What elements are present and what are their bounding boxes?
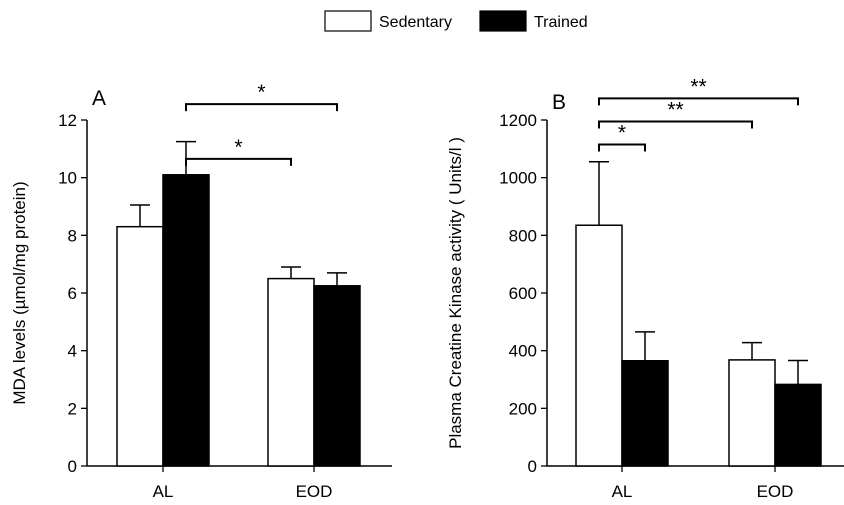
y-tick-label: 200: [509, 399, 537, 418]
significance-bracket: [185, 103, 338, 112]
bar-a-eod-trained: [313, 285, 361, 467]
panel-label-b: B: [552, 91, 566, 114]
bar-b-al-sedentary: [575, 224, 623, 467]
y-tick-label: 8: [68, 226, 77, 245]
chart-panel-b: B 0 200 400 600 800 1000 1200 Plasma Creatine K…: [446, 75, 844, 501]
x-category-label: EOD: [757, 482, 794, 501]
legend: Sedentary Trained: [324, 10, 588, 32]
significance-label: *: [234, 136, 242, 159]
y-tick-label: 12: [58, 111, 77, 130]
significance-bracket: [598, 120, 753, 129]
significance-bracket: [185, 157, 292, 166]
y-tick-label: 6: [68, 284, 77, 303]
y-tick-label: 0: [528, 457, 537, 476]
y-tick-label: 1000: [499, 169, 537, 188]
significance-label: **: [690, 75, 706, 98]
significance-label: *: [257, 81, 265, 104]
legend-label-sedentary: Sedentary: [379, 14, 452, 31]
bar-a-al-sedentary: [116, 225, 164, 467]
y-tick-label: 4: [68, 342, 77, 361]
bar-b-eod-trained: [774, 383, 822, 467]
y-tick-label: 10: [58, 169, 77, 188]
legend-swatch-sedentary: [324, 10, 372, 32]
x-category-label: AL: [153, 482, 174, 501]
bar-b-al-trained: [621, 360, 669, 467]
x-category-label: AL: [612, 482, 633, 501]
y-tick-label: 1200: [499, 111, 537, 130]
y-axis-title: MDA levels (µmol/mg protein): [10, 181, 29, 404]
y-tick-label: 800: [509, 226, 537, 245]
y-tick-label: 0: [68, 457, 77, 476]
y-tick-label: 400: [509, 342, 537, 361]
bar-a-eod-sedentary: [267, 277, 315, 467]
significance-label: **: [667, 98, 683, 121]
legend-swatch-trained: [479, 10, 527, 32]
chart-panel-a: A 0 2 4 6 8 10 12 MDA levels (µmol/mg protein) A…: [10, 81, 392, 501]
panel-label-a: A: [92, 87, 106, 110]
y-tick-label: 600: [509, 284, 537, 303]
significance-bracket: [598, 143, 646, 152]
legend-label-trained: Trained: [534, 14, 588, 31]
bar-b-eod-sedentary: [728, 359, 776, 467]
x-category-label: EOD: [296, 482, 333, 501]
significance-label: *: [618, 122, 626, 145]
bar-a-al-trained: [162, 174, 210, 467]
significance-bracket: [598, 97, 799, 106]
y-axis-title: Plasma Creatine Kinase activity ( Units/…: [446, 137, 465, 449]
y-tick-label: 2: [68, 399, 77, 418]
